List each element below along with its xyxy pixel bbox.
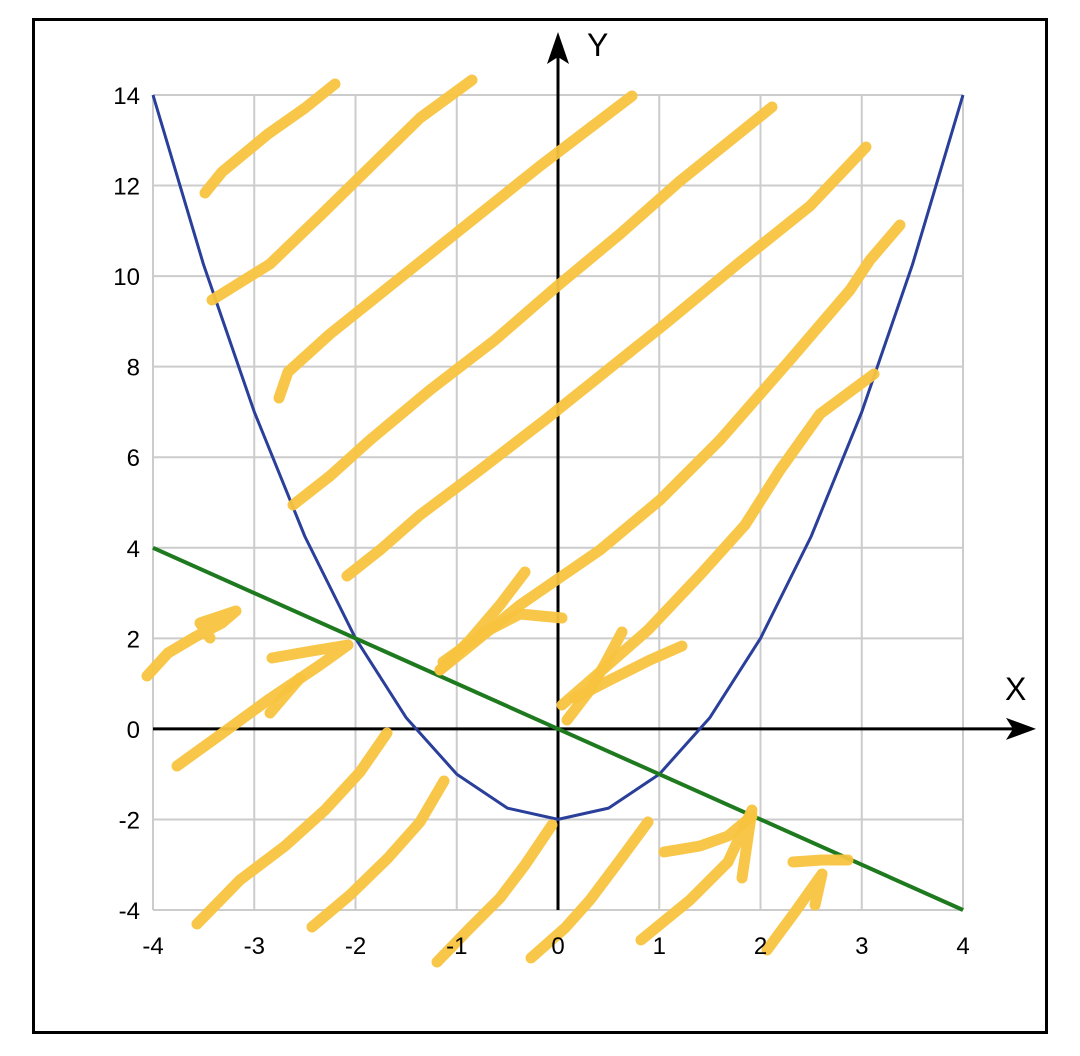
x-axis-label: X [1005, 671, 1026, 707]
shading-stroke [431, 819, 558, 968]
shading-stroke [199, 78, 341, 199]
shading-stroke [658, 810, 758, 858]
x-tick-label: -4 [142, 933, 163, 960]
y-tick-label: -2 [119, 807, 140, 834]
axes [153, 32, 1036, 910]
shading-stroke [635, 804, 758, 946]
y-tick-label: 10 [113, 264, 140, 291]
x-tick-label: 2 [754, 933, 767, 960]
shading-stroke [341, 141, 872, 582]
chart-frame [32, 18, 1048, 1034]
shading-stroke [264, 672, 306, 719]
x-tick-label: -3 [244, 933, 265, 960]
y-axis-arrow-icon [547, 32, 569, 64]
y-tick-label: 8 [127, 355, 140, 382]
x-tick-label: -1 [446, 933, 467, 960]
y-tick-label: 2 [127, 626, 140, 653]
shading-stroke [525, 816, 654, 964]
shading-stroke [787, 854, 854, 868]
x-tick-label: 0 [551, 933, 564, 960]
shading-stroke [273, 90, 638, 404]
shading-annotations [141, 74, 906, 968]
x-tick-label: -2 [345, 933, 366, 960]
shading-stroke [561, 626, 628, 726]
shading-stroke [206, 74, 478, 306]
series-layer [151, 94, 965, 912]
shading-stroke [437, 608, 568, 668]
y-tick-label: 14 [113, 83, 140, 110]
shading-stroke [171, 639, 354, 772]
series-line-parabola [151, 94, 965, 821]
shading-stroke [569, 640, 688, 704]
x-axis-arrow-icon [1006, 717, 1036, 740]
shading-stroke [287, 101, 778, 511]
y-tick-label: 6 [127, 445, 140, 472]
y-axis-label: Y [587, 27, 608, 63]
x-tick-label: 1 [653, 933, 666, 960]
shading-stroke [141, 605, 242, 682]
x-tick-label: 4 [956, 933, 969, 960]
x-tick-label: 3 [855, 933, 868, 960]
series-line-linear [152, 545, 964, 912]
shading-stroke [761, 868, 828, 956]
y-tick-label: 4 [127, 536, 140, 563]
y-tick-label: -4 [119, 898, 140, 925]
shading-stroke [306, 775, 450, 933]
shading-stroke [191, 727, 393, 930]
y-tick-label: 0 [127, 717, 140, 744]
y-tick-label: 12 [113, 174, 140, 201]
